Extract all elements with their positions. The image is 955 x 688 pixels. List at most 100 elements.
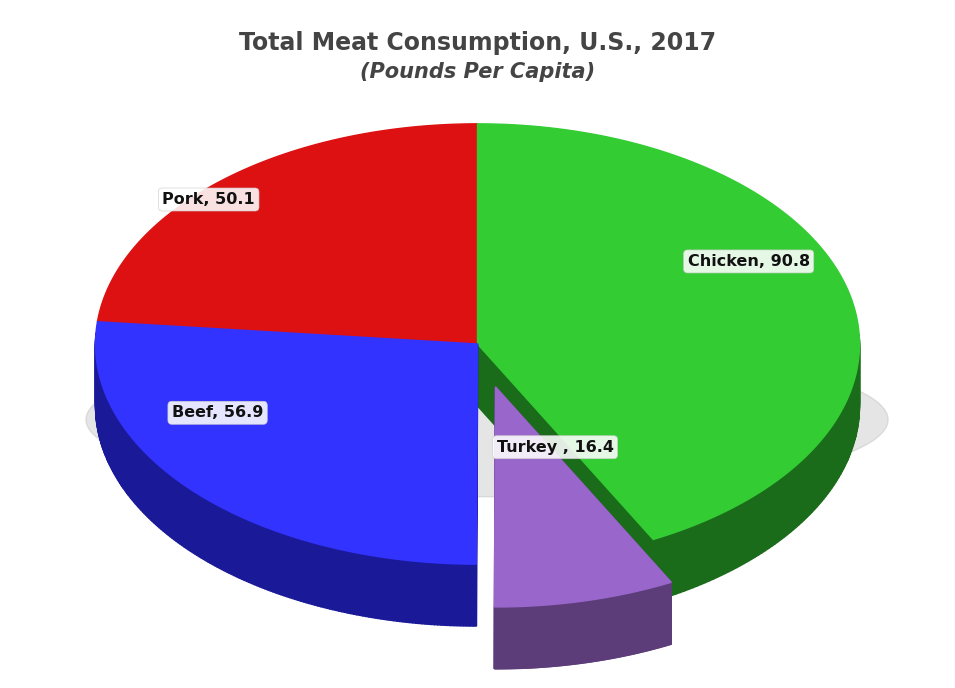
Polygon shape (188, 488, 190, 551)
Polygon shape (186, 486, 188, 550)
Polygon shape (653, 538, 658, 601)
Polygon shape (406, 560, 410, 623)
Polygon shape (828, 429, 830, 494)
Polygon shape (125, 429, 126, 492)
Polygon shape (163, 469, 165, 533)
Polygon shape (154, 461, 156, 525)
Polygon shape (127, 432, 129, 495)
Polygon shape (153, 460, 154, 523)
Polygon shape (425, 562, 429, 624)
Polygon shape (454, 563, 457, 626)
Polygon shape (684, 528, 689, 591)
Polygon shape (210, 502, 213, 565)
Polygon shape (697, 522, 701, 586)
Polygon shape (775, 480, 778, 544)
Polygon shape (339, 549, 342, 612)
Polygon shape (851, 387, 852, 451)
Text: (Pounds Per Capita): (Pounds Per Capita) (360, 62, 595, 82)
Polygon shape (260, 525, 263, 588)
Polygon shape (840, 409, 842, 475)
Polygon shape (801, 458, 804, 522)
Polygon shape (843, 404, 845, 469)
Polygon shape (232, 513, 234, 576)
Polygon shape (415, 561, 419, 623)
Polygon shape (118, 420, 120, 484)
Polygon shape (114, 411, 115, 475)
Polygon shape (393, 559, 397, 621)
Polygon shape (309, 541, 312, 604)
Polygon shape (156, 463, 158, 526)
Polygon shape (190, 489, 193, 552)
Polygon shape (804, 455, 807, 520)
Polygon shape (179, 481, 180, 544)
Polygon shape (846, 398, 848, 463)
Polygon shape (265, 527, 267, 590)
Polygon shape (182, 484, 184, 547)
Polygon shape (830, 427, 832, 491)
Polygon shape (117, 418, 118, 482)
Polygon shape (174, 478, 177, 541)
Polygon shape (832, 424, 834, 488)
Polygon shape (438, 563, 441, 625)
Polygon shape (363, 554, 366, 616)
Polygon shape (740, 502, 744, 566)
Polygon shape (279, 532, 281, 595)
Text: Chicken, 90.8: Chicken, 90.8 (688, 254, 810, 269)
Polygon shape (131, 437, 133, 500)
Polygon shape (848, 396, 849, 460)
Polygon shape (165, 471, 166, 534)
Polygon shape (369, 555, 372, 618)
Polygon shape (244, 518, 246, 581)
Polygon shape (172, 476, 174, 540)
Polygon shape (388, 558, 391, 621)
Polygon shape (713, 515, 717, 579)
Polygon shape (381, 557, 385, 619)
Polygon shape (329, 547, 332, 610)
Polygon shape (496, 387, 671, 644)
Polygon shape (342, 550, 345, 612)
Polygon shape (120, 422, 121, 485)
Polygon shape (159, 466, 161, 529)
Polygon shape (246, 519, 249, 583)
Polygon shape (237, 515, 239, 578)
Polygon shape (463, 564, 467, 626)
Polygon shape (136, 442, 137, 506)
Polygon shape (397, 559, 400, 621)
Polygon shape (151, 458, 153, 522)
Polygon shape (139, 447, 141, 510)
Polygon shape (270, 529, 273, 592)
Polygon shape (850, 389, 851, 455)
Polygon shape (667, 534, 671, 597)
Polygon shape (130, 436, 131, 499)
Polygon shape (254, 523, 257, 585)
Polygon shape (662, 535, 667, 599)
Polygon shape (115, 413, 116, 477)
Polygon shape (477, 344, 478, 626)
Polygon shape (736, 504, 740, 568)
Polygon shape (146, 453, 147, 517)
Polygon shape (289, 536, 292, 599)
Polygon shape (203, 497, 205, 561)
Polygon shape (284, 534, 286, 596)
Polygon shape (810, 450, 812, 515)
Polygon shape (821, 437, 823, 502)
Polygon shape (692, 524, 697, 588)
Polygon shape (205, 499, 208, 562)
Polygon shape (273, 530, 276, 593)
Polygon shape (422, 562, 425, 624)
Polygon shape (689, 526, 692, 590)
Polygon shape (778, 477, 781, 541)
Polygon shape (794, 465, 796, 530)
Polygon shape (410, 561, 413, 623)
Polygon shape (116, 415, 117, 478)
Polygon shape (177, 480, 179, 543)
Polygon shape (263, 526, 265, 589)
Polygon shape (772, 482, 775, 546)
Polygon shape (348, 551, 350, 614)
Polygon shape (725, 510, 729, 574)
Polygon shape (213, 503, 215, 566)
Polygon shape (812, 448, 815, 512)
Polygon shape (286, 535, 289, 598)
Polygon shape (158, 464, 159, 528)
Polygon shape (817, 442, 819, 507)
